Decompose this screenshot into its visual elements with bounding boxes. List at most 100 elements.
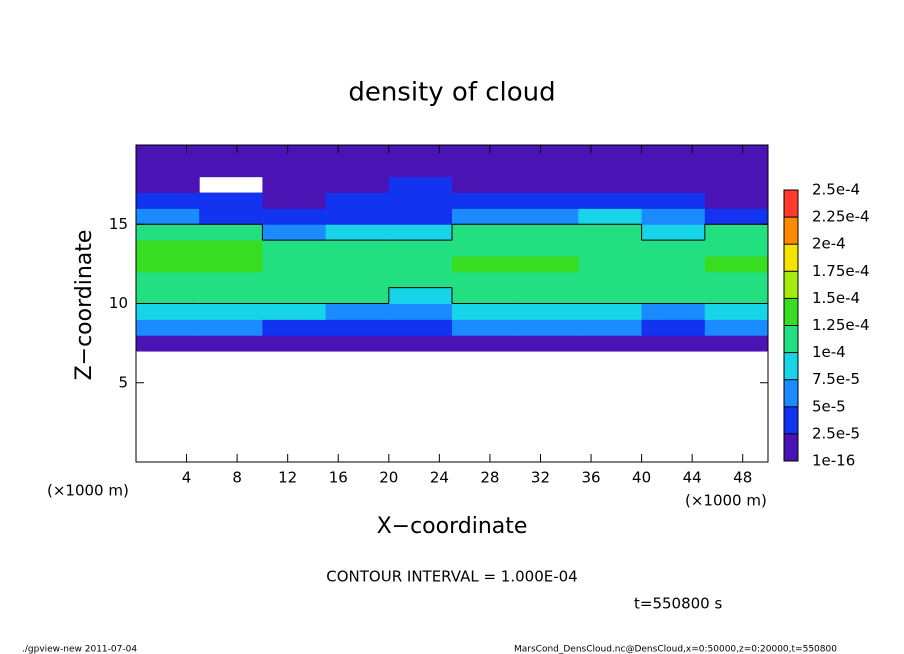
x-tick-label: 20	[379, 469, 398, 487]
colorbar-band	[784, 352, 798, 380]
cell	[452, 287, 516, 304]
cell	[136, 335, 200, 352]
cell	[452, 240, 516, 257]
x-unit-label: (×1000 m)	[685, 492, 767, 510]
cell	[325, 160, 390, 178]
cell	[325, 319, 390, 336]
cell	[388, 255, 453, 273]
cell	[262, 240, 327, 257]
chart-title: density of cloud	[348, 78, 555, 108]
x-tick-label: 12	[278, 469, 297, 487]
colorbar-band	[784, 244, 798, 272]
x-tick-label: 40	[632, 469, 651, 487]
cell	[388, 271, 453, 289]
cell	[641, 176, 706, 194]
cell	[641, 271, 706, 289]
cell	[262, 335, 327, 352]
cell	[199, 303, 263, 320]
cell	[136, 287, 200, 304]
cell	[452, 176, 516, 194]
cell	[641, 319, 706, 336]
cell	[641, 335, 706, 352]
colorbar-label: 1.75e-4	[812, 262, 870, 280]
y-tick-label: 5	[118, 373, 128, 391]
cell	[515, 160, 579, 178]
cell	[452, 145, 516, 162]
colorbar-band	[784, 271, 798, 299]
x-tick-label: 28	[480, 469, 499, 487]
cell	[704, 287, 769, 304]
cell	[388, 192, 453, 209]
cell	[262, 319, 327, 336]
colorbar-label: 2.5e-4	[812, 181, 860, 199]
cell	[641, 145, 706, 162]
cell	[262, 303, 327, 320]
colorbar-band	[784, 433, 798, 461]
cell	[199, 287, 263, 304]
cell	[199, 145, 263, 162]
cell	[388, 160, 453, 178]
cell	[262, 160, 327, 178]
colorbar-label: 7.5e-5	[812, 370, 860, 388]
cell	[641, 160, 706, 178]
x-tick-label: 44	[683, 469, 702, 487]
cell	[452, 224, 516, 241]
cell	[704, 160, 769, 178]
cell	[388, 303, 453, 320]
cell	[452, 192, 516, 209]
cell	[262, 192, 327, 209]
colorbar-band	[784, 379, 798, 407]
cell	[641, 192, 706, 209]
cell	[515, 287, 579, 304]
colorbar-label: 2.5e-5	[812, 424, 860, 442]
cell	[136, 176, 200, 194]
cell	[578, 160, 643, 178]
cell	[136, 208, 200, 225]
contour-note: CONTOUR INTERVAL = 1.000E-04	[326, 568, 577, 586]
time-note: t=550800 s	[634, 595, 722, 613]
cell	[704, 240, 769, 257]
cell	[704, 255, 769, 273]
cell	[578, 192, 643, 209]
cell	[515, 255, 579, 273]
cell	[136, 160, 200, 178]
cell	[262, 208, 327, 225]
cell	[515, 208, 579, 225]
y-tick-label: 10	[109, 294, 128, 312]
cell	[325, 192, 390, 209]
cell	[704, 176, 769, 194]
cell	[136, 224, 200, 241]
cell	[578, 176, 643, 194]
y-axis-label: Z−coordinate	[72, 230, 97, 381]
cell	[515, 176, 579, 194]
colorbar-label: 1.25e-4	[812, 316, 870, 334]
cell	[325, 255, 390, 273]
colorbar-band	[784, 190, 798, 218]
cell	[578, 303, 643, 320]
cell	[325, 208, 390, 225]
cell	[136, 240, 200, 257]
colorbar-band	[784, 217, 798, 245]
cell	[325, 145, 390, 162]
cell	[136, 319, 200, 336]
colorbar-band	[784, 298, 798, 326]
cell	[515, 240, 579, 257]
colorbar-label: 2.25e-4	[812, 208, 870, 226]
cell	[641, 255, 706, 273]
cell	[388, 287, 453, 304]
cell	[136, 192, 200, 209]
cell	[262, 287, 327, 304]
cell	[578, 335, 643, 352]
x-axis-label: X−coordinate	[377, 514, 528, 539]
cell	[325, 240, 390, 257]
cell	[578, 319, 643, 336]
cell	[641, 240, 706, 257]
x-tick-label: 16	[329, 469, 348, 487]
cell	[388, 319, 453, 336]
cell	[388, 176, 453, 194]
cell	[515, 271, 579, 289]
cell	[515, 192, 579, 209]
cell	[199, 224, 263, 241]
cell	[325, 224, 390, 241]
